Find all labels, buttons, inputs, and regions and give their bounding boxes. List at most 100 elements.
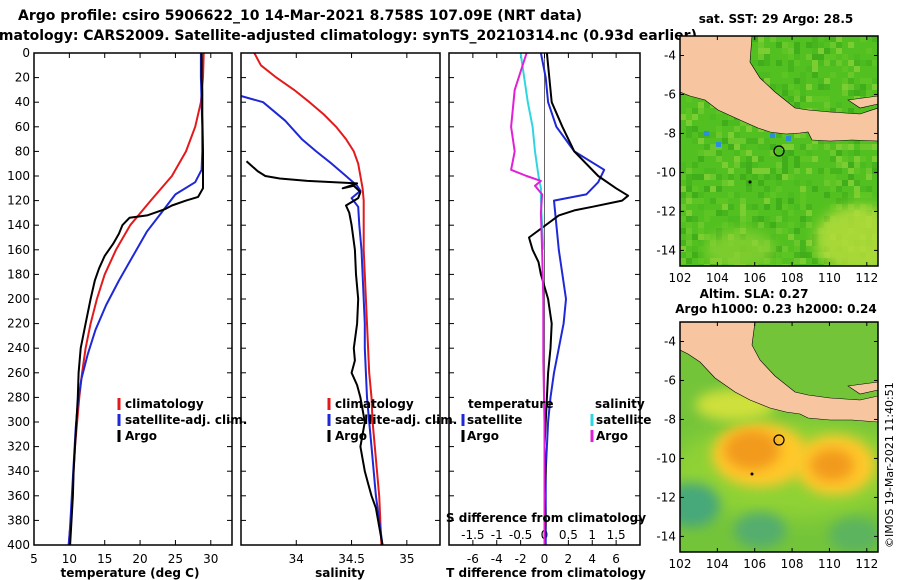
sst-pixel	[686, 96, 692, 102]
sst-pixel	[764, 48, 770, 54]
sst-pixel	[842, 90, 848, 96]
sst-pixel	[800, 84, 806, 90]
sst-pixel	[728, 204, 734, 210]
sst-pixel	[740, 222, 746, 228]
sst-pixel	[728, 216, 734, 222]
sst-pixel	[842, 162, 848, 168]
sst-pixel	[746, 150, 752, 156]
x-tick-label: -6	[467, 552, 479, 566]
sst-pixel	[806, 144, 812, 150]
lat-tick-label: -14	[656, 243, 676, 257]
sst-pixel	[734, 156, 740, 162]
sst-pixel	[872, 156, 878, 162]
sst-pixel	[734, 216, 740, 222]
sst-pixel	[866, 78, 872, 84]
sst-pixel	[758, 180, 764, 186]
copyright-stamp: ©IMOS 19-Mar-2021 11:40:51	[883, 382, 896, 548]
sst-pixel	[872, 144, 878, 150]
lon-tick-label: 102	[669, 271, 692, 285]
sst-pixel	[794, 162, 800, 168]
sst-pixel	[746, 168, 752, 174]
sst-pixel	[800, 156, 806, 162]
sst-pixel	[812, 138, 818, 144]
sst-pixel	[716, 150, 722, 156]
temperature-series	[67, 52, 205, 546]
sst-pixel	[812, 186, 818, 192]
sst-pixel	[722, 210, 728, 216]
sst-pixel	[818, 264, 824, 266]
cool-sst-pixel	[786, 136, 791, 141]
sst-pixel	[686, 210, 692, 216]
sst-pixel	[752, 210, 758, 216]
sst-pixel	[782, 162, 788, 168]
sst-pixel	[698, 264, 704, 266]
sst-pixel	[758, 60, 764, 66]
sst-pixel	[764, 204, 770, 210]
sst-pixel	[758, 156, 764, 162]
sst-pixel	[770, 174, 776, 180]
sst-pixel	[746, 204, 752, 210]
x-tick-label: 6	[612, 552, 620, 566]
sst-pixel	[740, 210, 746, 216]
sst-pixel	[794, 258, 800, 264]
sst-pixel	[782, 84, 788, 90]
sst-pixel	[854, 156, 860, 162]
sst-pixel	[818, 96, 824, 102]
sst-pixel	[770, 144, 776, 150]
sst-pixel	[758, 48, 764, 54]
sst-pixel	[746, 156, 752, 162]
sst-pixel	[716, 126, 722, 132]
series-line-argo	[69, 53, 204, 546]
sst-pixel	[746, 162, 752, 168]
sst-pixel	[794, 168, 800, 174]
y-tick-label: 180	[7, 267, 30, 281]
sst-pixel	[824, 48, 830, 54]
sst-pixel	[824, 108, 830, 114]
sst-pixel	[770, 84, 776, 90]
sla-negative-anomaly-3	[829, 517, 878, 552]
argo-location-marker	[773, 434, 785, 446]
sst-pixel	[872, 78, 878, 84]
land-java-sumatra	[680, 322, 878, 423]
sst-pixel	[812, 66, 818, 72]
sst-pixel	[824, 54, 830, 60]
lat-tick-label: -4	[664, 48, 676, 62]
sst-pixel	[794, 90, 800, 96]
sla-map-title1: Altim. SLA: 0.27	[700, 287, 809, 301]
sst-pixel	[734, 150, 740, 156]
sst-pixel	[764, 54, 770, 60]
sst-pixel	[782, 48, 788, 54]
x-tick-label: 5	[30, 552, 38, 566]
sst-pixel	[836, 108, 842, 114]
sst-pixel	[782, 252, 788, 258]
sst-pixel	[764, 186, 770, 192]
difference-legend: temperature satellite Argo salinity sate…	[461, 397, 651, 443]
y-tick-label: 80	[15, 144, 30, 158]
sst-pixel	[686, 108, 692, 114]
sst-pixel	[782, 96, 788, 102]
sst-pixel	[866, 192, 872, 198]
sst-pixel	[716, 108, 722, 114]
sst-pixel	[716, 174, 722, 180]
sst-pixel	[782, 144, 788, 150]
sst-pixel	[698, 240, 704, 246]
sst-pixel	[842, 84, 848, 90]
sst-pixel	[818, 84, 824, 90]
lat-tick-label: -6	[664, 373, 676, 387]
sst-pixel	[860, 78, 866, 84]
sst-pixel	[836, 156, 842, 162]
sst-pixel	[692, 114, 698, 120]
sst-pixel	[776, 258, 782, 264]
legend-title-salinity: salinity	[595, 397, 645, 411]
sst-pixel	[692, 186, 698, 192]
sst-pixel	[824, 192, 830, 198]
sst-pixel	[734, 162, 740, 168]
sst-pixel	[788, 144, 794, 150]
sst-pixel	[734, 126, 740, 132]
sst-pixel	[692, 252, 698, 258]
sst-pixel	[692, 138, 698, 144]
sst-pixel	[764, 174, 770, 180]
sst-pixel	[872, 60, 878, 66]
sst-pixel	[782, 174, 788, 180]
